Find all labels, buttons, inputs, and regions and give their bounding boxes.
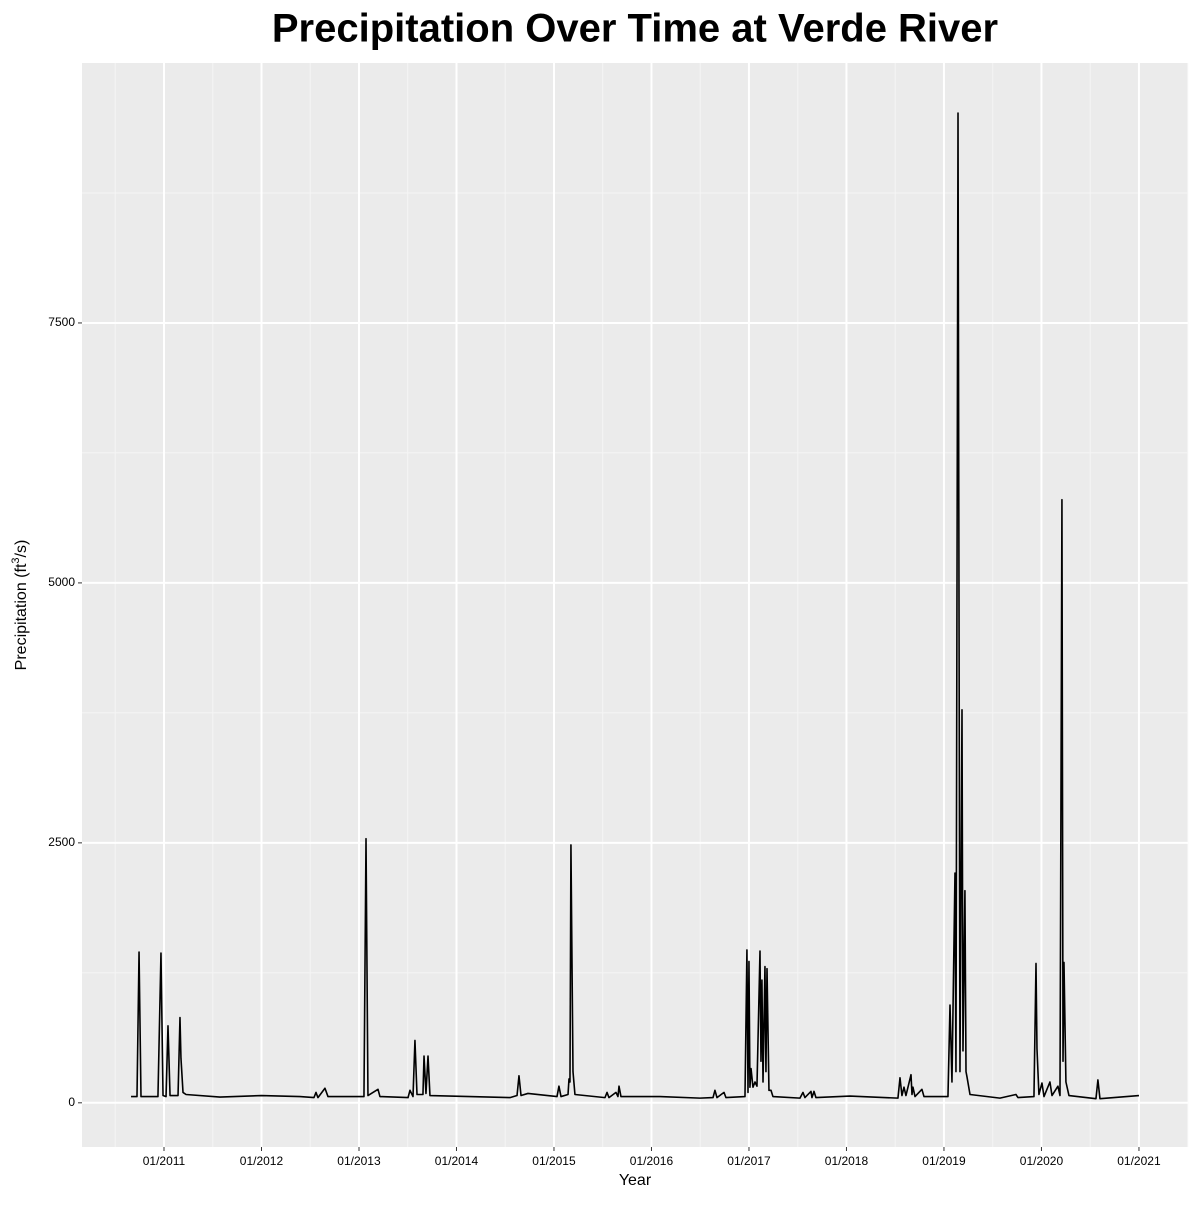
marks — [131, 112, 1140, 1100]
x-tick-label: 01/2016 — [630, 1154, 674, 1168]
x-tick-label: 01/2011 — [143, 1154, 186, 1168]
panel — [82, 63, 1188, 1147]
y-label-sup: 3 — [10, 557, 22, 563]
x-tick-label: 01/2021 — [1117, 1154, 1161, 1168]
x-tick-label: 01/2012 — [240, 1154, 284, 1168]
x-tick-label: 01/2013 — [337, 1154, 381, 1168]
y-label-part: /s) — [13, 540, 30, 558]
x-tick-label: 01/2020 — [1020, 1154, 1064, 1168]
y-axis-label: Precipitation (ft3/s) — [10, 540, 30, 671]
x-tick-label: 01/2017 — [727, 1154, 771, 1168]
x-tick-label: 01/2019 — [922, 1154, 966, 1168]
line-series — [131, 112, 1140, 1100]
y-tick-label: 2500 — [48, 835, 75, 849]
x-tick-label: 01/2018 — [825, 1154, 869, 1168]
y-tick-label: 5000 — [48, 575, 75, 589]
x-tick-label: 01/2014 — [435, 1154, 479, 1168]
x-tick-label: 01/2015 — [532, 1154, 576, 1168]
y-label-part: Precipitation (ft — [13, 563, 30, 670]
y-tick-label: 0 — [68, 1095, 75, 1109]
chart-title: Precipitation Over Time at Verde River — [272, 7, 998, 51]
x-axis-label: Year — [619, 1172, 652, 1189]
y-tick-label: 7500 — [48, 315, 75, 329]
